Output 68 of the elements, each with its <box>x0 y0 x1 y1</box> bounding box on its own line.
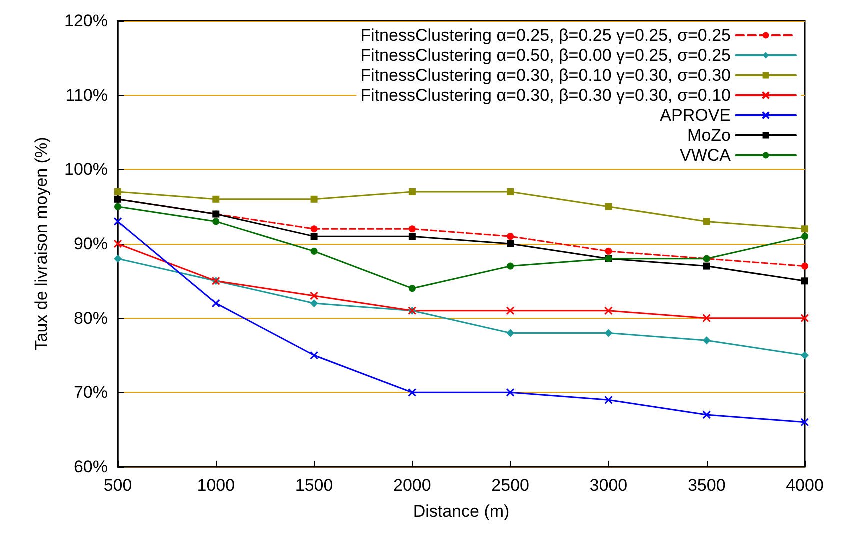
y-tick-label: 70% <box>74 383 108 402</box>
x-tick-label: 3000 <box>590 476 628 495</box>
legend-label: VWCA <box>680 146 732 165</box>
point <box>310 292 319 300</box>
point <box>408 388 417 397</box>
x-tick-label: 1000 <box>197 476 236 495</box>
point <box>507 188 514 196</box>
legend-label: FitnessClustering α=0.30, β=0.10 γ=0.30, σ=0.30 <box>360 66 731 85</box>
x-axis-title: Distance (m) <box>413 502 510 521</box>
point <box>800 314 810 323</box>
point <box>114 240 122 248</box>
legend-label: APROVE <box>660 106 731 125</box>
x-tick-label: 2500 <box>492 476 530 495</box>
point <box>310 226 318 233</box>
point <box>310 299 318 308</box>
point <box>506 329 515 338</box>
point <box>114 188 122 196</box>
point <box>114 203 122 210</box>
y-tick-label: 80% <box>74 308 108 328</box>
point <box>801 352 809 360</box>
point <box>604 396 613 404</box>
legend-label: FitnessClustering α=0.50, β=0.00 γ=0.25, σ=0.25 <box>360 46 731 65</box>
point <box>212 218 220 226</box>
point <box>604 306 613 316</box>
point <box>408 226 416 233</box>
point <box>507 240 514 248</box>
point <box>507 262 514 270</box>
point <box>702 410 712 420</box>
x-tick-label: 4000 <box>786 476 824 495</box>
point <box>507 233 514 240</box>
point <box>114 217 122 226</box>
y-tick-label: 90% <box>74 234 108 254</box>
point <box>703 218 710 226</box>
point <box>310 351 319 360</box>
point <box>506 306 515 316</box>
legend-label: MoZo <box>688 126 731 145</box>
x-tick-label: 500 <box>104 476 132 495</box>
legend-label: FitnessClustering α=0.25, β=0.25 γ=0.25, σ=0.25 <box>360 26 731 45</box>
point <box>702 336 711 345</box>
legend-label: FitnessClustering α=0.30, β=0.30 γ=0.30, σ=0.10 <box>360 86 731 105</box>
point <box>212 299 220 308</box>
point <box>802 262 808 270</box>
point <box>604 329 613 338</box>
point <box>408 188 416 196</box>
point <box>802 233 808 240</box>
point <box>408 285 416 292</box>
point <box>802 278 808 285</box>
point <box>702 314 712 323</box>
point <box>114 254 122 263</box>
point <box>212 196 220 203</box>
y-tick-label: 60% <box>74 458 108 476</box>
y-tick-label: 120% <box>64 12 108 30</box>
point <box>605 203 612 210</box>
x-tick-label: 2000 <box>394 476 432 495</box>
point <box>310 233 318 240</box>
point <box>703 262 710 270</box>
x-tick-label: 3500 <box>688 476 726 495</box>
y-axis-title: Taux de livraison moyen (%) <box>32 137 51 351</box>
y-tick-label: 100% <box>64 160 108 180</box>
y-tick-label: 110% <box>66 86 108 105</box>
point <box>310 248 318 255</box>
point <box>605 248 612 255</box>
point <box>506 388 515 397</box>
point <box>310 196 318 203</box>
point <box>802 226 808 233</box>
point <box>408 233 416 240</box>
x-tick-label: 1500 <box>295 476 334 495</box>
point <box>800 418 810 427</box>
